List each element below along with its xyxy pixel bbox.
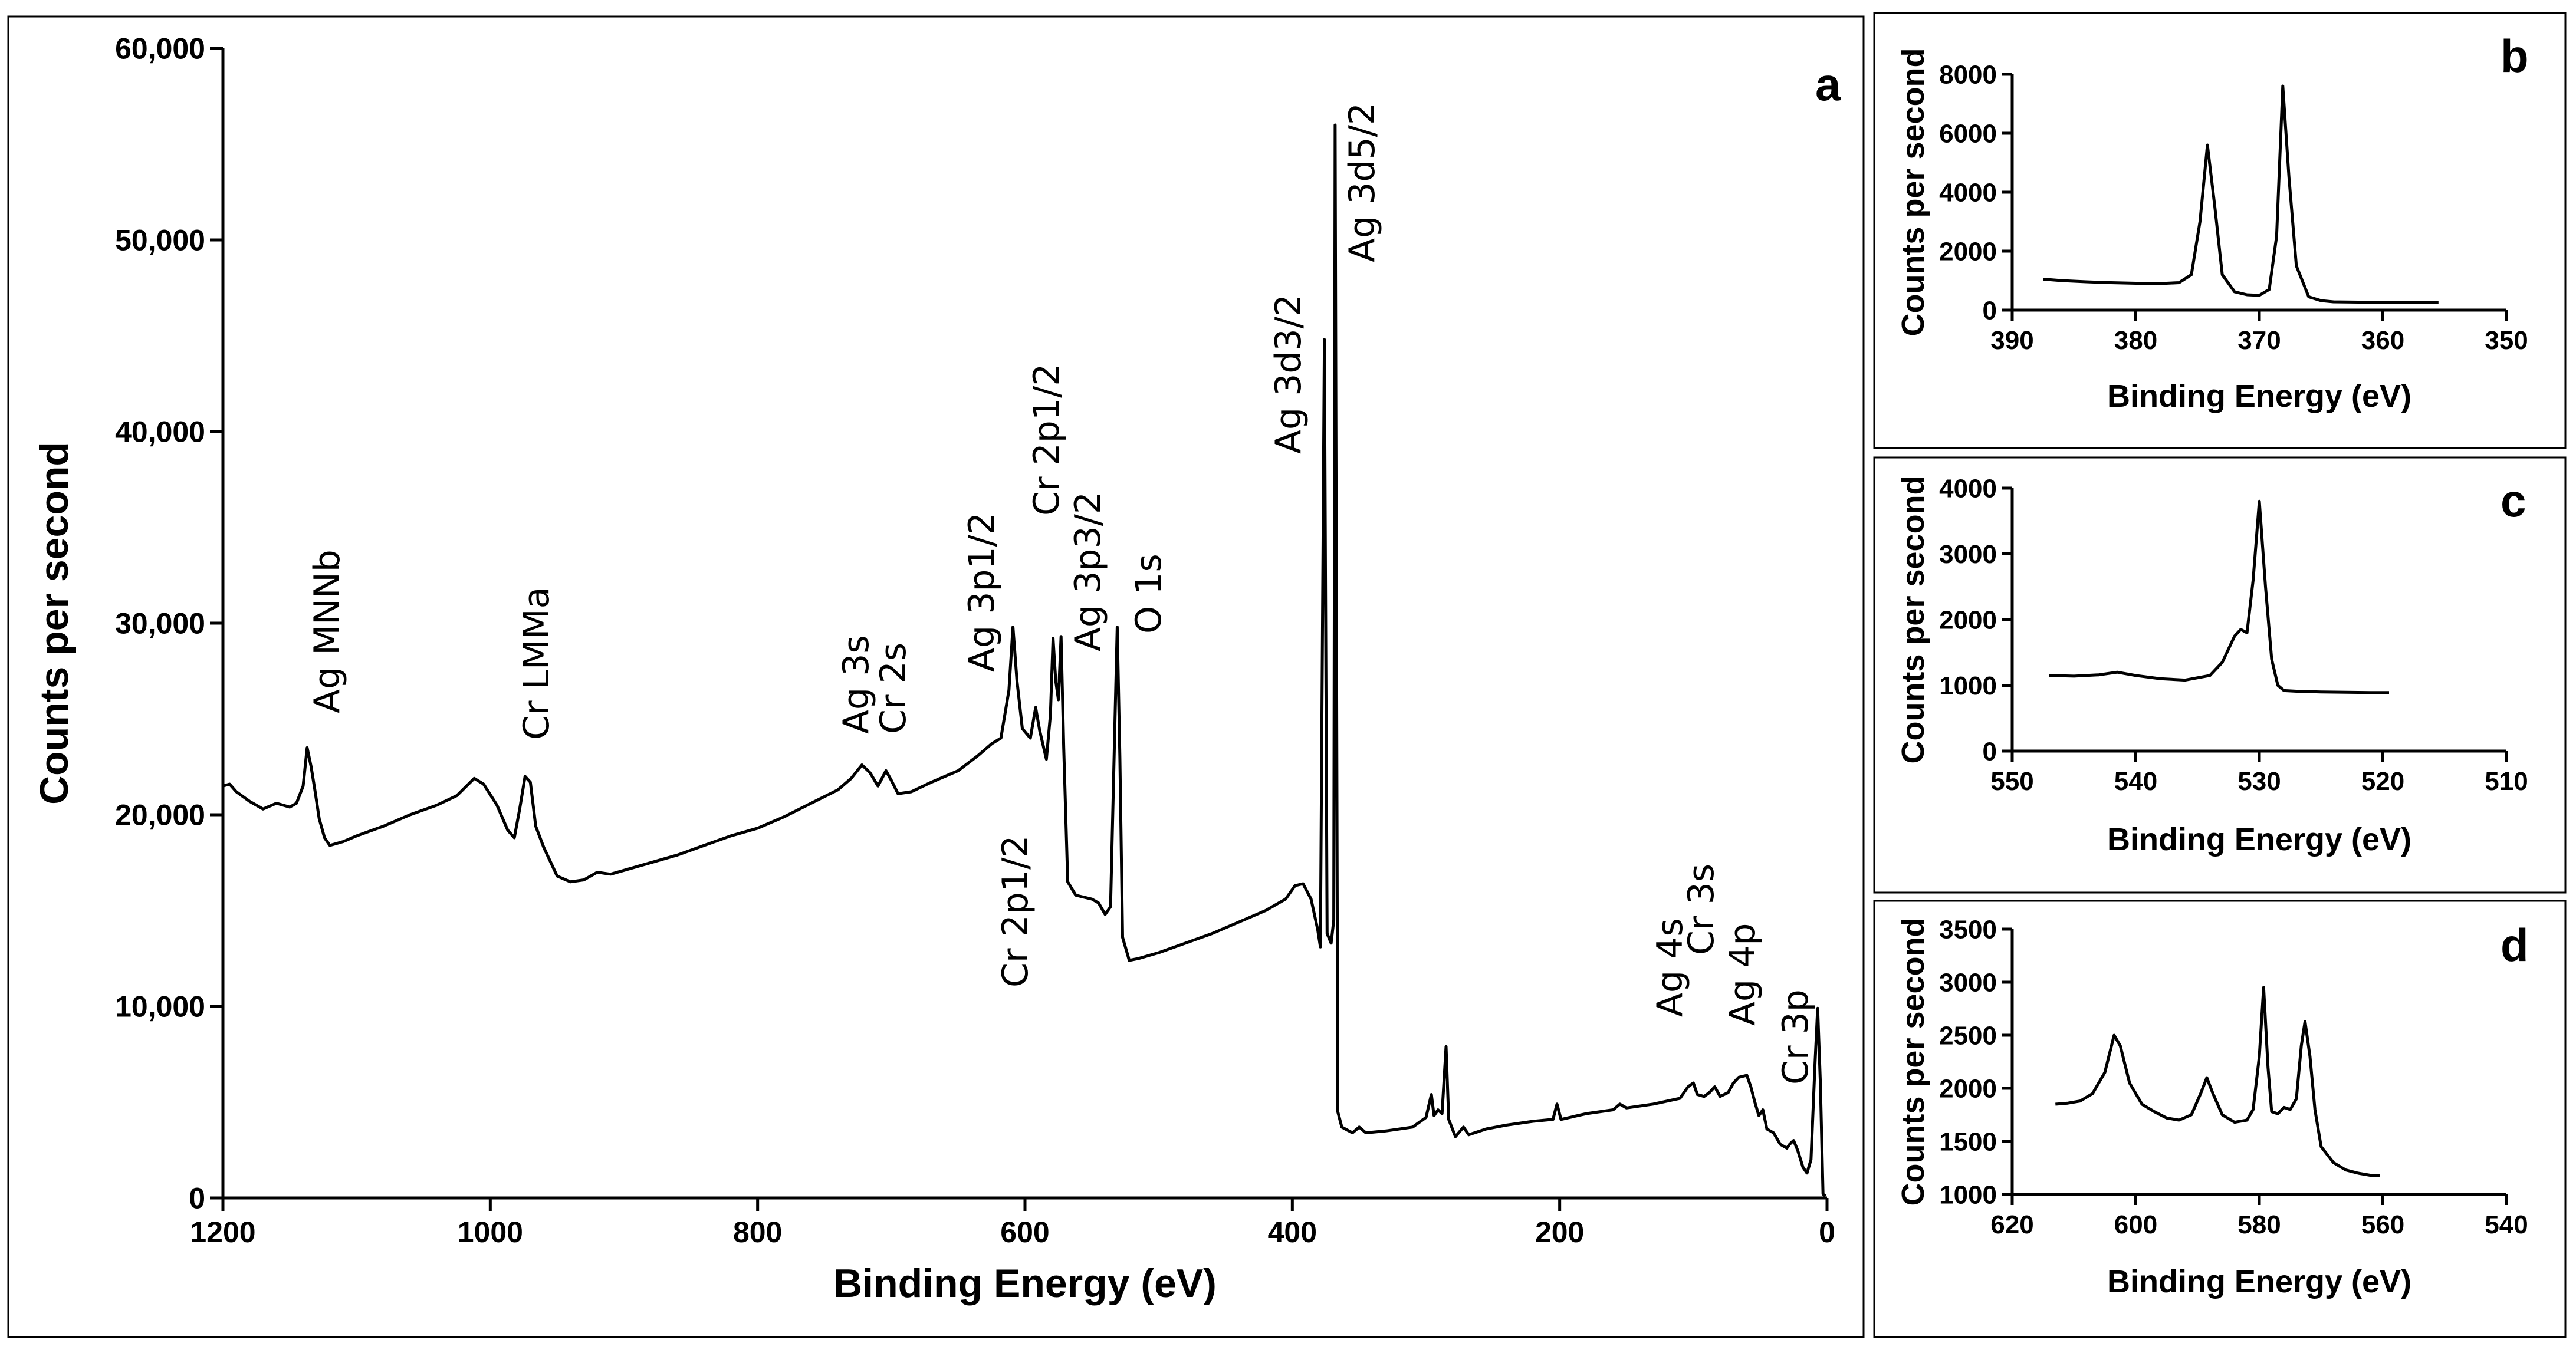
panel-a-x-tick-label: 600	[1000, 1216, 1049, 1249]
panel-d-y-tick-label: 3000	[1939, 968, 1997, 997]
panel-d-x-tick-label: 580	[2237, 1210, 2281, 1239]
peak-label-cr-lmma: Cr LMMa	[516, 587, 557, 740]
panel-a-series-line	[222, 123, 1827, 1197]
panel-d-y-tick-label: 1500	[1939, 1127, 1997, 1156]
panel-c-x-axis-title: Binding Energy (eV)	[2107, 822, 2411, 857]
panel-a-x-tick-label: 800	[733, 1216, 782, 1249]
panel-c-y-tick-label: 3000	[1939, 540, 1997, 569]
peak-label-ag-4s: Ag 4s	[1650, 918, 1691, 1017]
peak-label-ag-3p3-2: Ag 3p3/2	[1067, 492, 1109, 651]
panel-b-y-tick-label: 8000	[1939, 60, 1997, 89]
panel-d-x-tick-label: 540	[2485, 1210, 2528, 1239]
panel-c-x-tick-label: 530	[2237, 767, 2281, 796]
panel-a-x-tick-label: 1200	[190, 1216, 255, 1249]
panel-b-y-tick-label: 4000	[1939, 178, 1997, 207]
panel-a-y-tick-label: 30,000	[115, 607, 205, 640]
panel-b-y-axis-title: Counts per second	[1895, 48, 1931, 336]
panel-a-y-tick-label: 50,000	[115, 224, 205, 257]
panel-c-y-axis-title: Counts per second	[1895, 475, 1931, 763]
panel-b-x-tick-label: 380	[2114, 326, 2157, 355]
peak-label-cr-2s: Cr 2s	[873, 643, 914, 734]
panel-c-x-tick-label: 520	[2361, 767, 2404, 796]
panel-b-y-tick-label: 6000	[1939, 119, 1997, 148]
panel-b-x-tick-label: 350	[2485, 326, 2528, 355]
panel-c-series-line	[2049, 499, 2389, 694]
panel-b-y-tick-label: 0	[1983, 296, 1997, 325]
panel-b-series-line	[2043, 84, 2439, 304]
panel-a-frame	[7, 15, 1865, 1338]
panel-d-x-tick-label: 560	[2361, 1210, 2404, 1239]
panel-d-y-axis-title: Counts per second	[1895, 917, 1931, 1206]
panel-d-y-tick-label: 2000	[1939, 1074, 1997, 1103]
peak-label-cr-2p1-2-lower: Cr 2p1/2	[995, 835, 1036, 987]
panel-d-x-tick-label: 620	[1990, 1210, 2033, 1239]
peak-label-ag-3p1-2: Ag 3p1/2	[961, 512, 1003, 672]
panel-a-survey: 0 10,000 20,000 30,000 40,000 50,000 60,000 120…	[32, 32, 1835, 1306]
panel-a-y-tick-label: 10,000	[115, 990, 205, 1023]
peak-annotations: Ag MNNb Cr LMMa Ag 3s Cr 2s Ag 3p1/2 Cr …	[307, 103, 1816, 1085]
panel-a-y-axis-title: Counts per second	[32, 442, 77, 805]
peak-label-o-1s: O 1s	[1128, 554, 1169, 634]
panel-a-x-axis-title: Binding Energy (eV)	[833, 1261, 1217, 1306]
peak-label-cr-2p1-2-upper: Cr 2p1/2	[1026, 364, 1067, 516]
panel-c-y-tick-label: 2000	[1939, 605, 1997, 634]
panel-a-x-tick-label: 400	[1268, 1216, 1317, 1249]
panel-a-y-tick-label: 20,000	[115, 799, 205, 832]
panel-a-x-tick-label: 0	[1819, 1216, 1835, 1249]
panel-d-x-tick-label: 600	[2114, 1210, 2157, 1239]
panel-b-frame	[1873, 12, 2567, 449]
panel-b-ag3d: 0 2000 4000 6000 8000 390 380 370 360 350 Binding …	[1895, 48, 2528, 414]
panel-c-x-tick-label: 550	[1990, 767, 2033, 796]
panel-d-y-tick-label: 3500	[1939, 915, 1997, 944]
panel-c-y-tick-label: 1000	[1939, 671, 1997, 700]
peak-label-ag-4p: Ag 4p	[1722, 923, 1763, 1026]
panel-b-x-tick-label: 360	[2361, 326, 2404, 355]
peak-label-cr-3p: Cr 3p	[1775, 989, 1816, 1085]
panel-c-label: c	[2501, 475, 2526, 526]
peak-label-ag-3s: Ag 3s	[836, 635, 877, 734]
panel-c-frame	[1873, 456, 2567, 894]
panel-d-label: d	[2501, 919, 2529, 971]
panel-a-y-tick-label: 0	[189, 1182, 205, 1215]
panel-c-o1s: 0 1000 2000 3000 4000 550 540 530 520 510 Binding …	[1895, 474, 2528, 857]
panel-d-y-tick-label: 2500	[1939, 1021, 1997, 1050]
panel-d-x-axis-title: Binding Energy (eV)	[2107, 1264, 2411, 1299]
peak-label-ag-mnnb: Ag MNNb	[307, 549, 348, 713]
panel-a-y-tick-label: 40,000	[115, 416, 205, 449]
panel-a-label: a	[1815, 58, 1841, 110]
panel-c-x-tick-label: 510	[2485, 767, 2528, 796]
panel-d-frame	[1873, 900, 2567, 1338]
peak-label-ag-3d3-2: Ag 3d3/2	[1268, 294, 1309, 454]
panel-b-x-axis-title: Binding Energy (eV)	[2107, 378, 2411, 414]
panel-c-y-tick-label: 0	[1983, 737, 1997, 766]
panel-c-y-tick-label: 4000	[1939, 474, 1997, 503]
panel-a-y-tick-label: 60,000	[115, 32, 205, 65]
panel-b-y-tick-label: 2000	[1939, 237, 1997, 266]
panel-b-label: b	[2501, 30, 2529, 82]
peak-label-cr-3s: Cr 3s	[1681, 864, 1722, 955]
panel-b-x-tick-label: 390	[1990, 326, 2033, 355]
panel-a-x-tick-label: 200	[1535, 1216, 1584, 1249]
panel-d-series-line	[2055, 986, 2380, 1177]
panel-d-cr2p: 1000 1500 2000 2500 3000 3500 620 600 580 560 540 B…	[1895, 915, 2528, 1299]
peak-label-ag-3d5-2: Ag 3d5/2	[1342, 103, 1383, 262]
panel-c-x-tick-label: 540	[2114, 767, 2157, 796]
panel-b-x-tick-label: 370	[2237, 326, 2281, 355]
panel-d-y-tick-label: 1000	[1939, 1180, 1997, 1209]
panel-a-x-tick-label: 1000	[458, 1216, 523, 1249]
